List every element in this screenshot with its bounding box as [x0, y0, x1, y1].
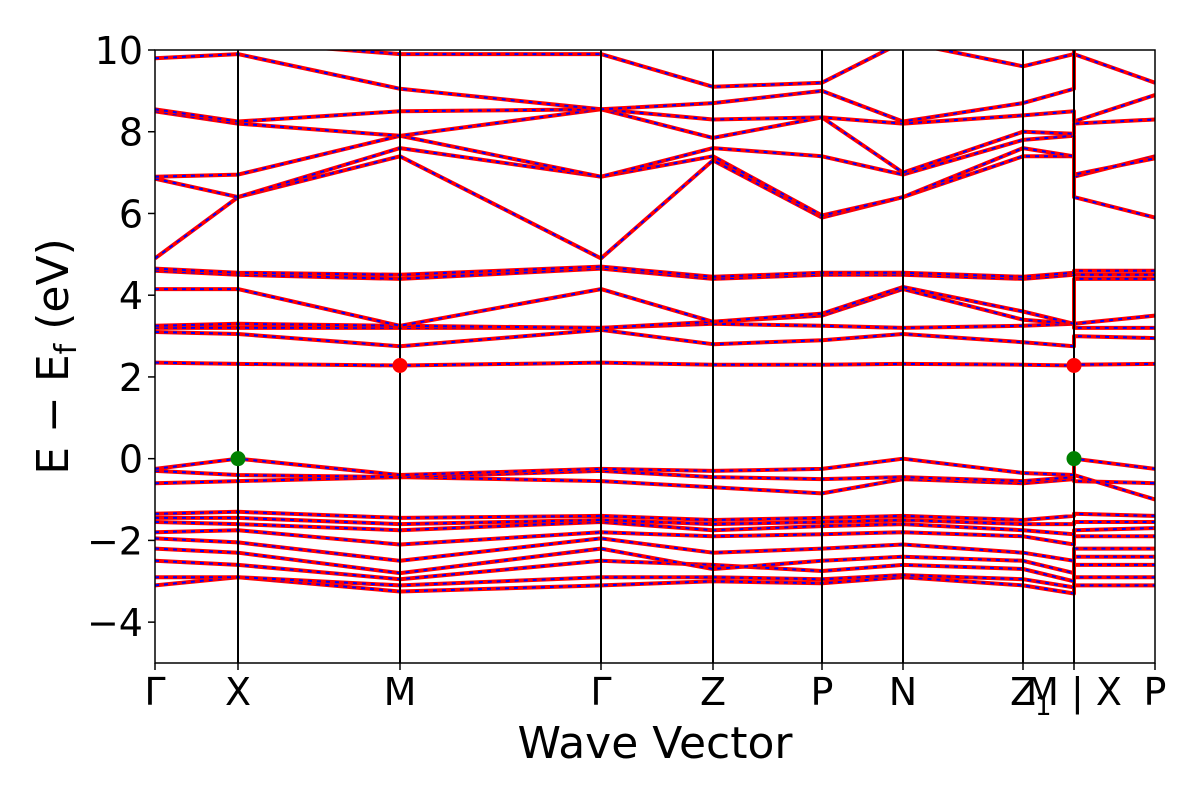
y-tick-label: −4 — [87, 601, 143, 645]
y-axis-label-main: E − E — [28, 354, 79, 474]
band-17-solid — [155, 276, 1155, 328]
band-6-solid — [155, 528, 1155, 547]
band-20-solid — [155, 154, 1155, 261]
x-tick-label: Γ — [144, 670, 165, 714]
x-axis-ticks: Γ X M Γ Z P N ZM | X P1 — [144, 663, 1166, 722]
band-edge-markers — [230, 357, 1082, 467]
band-18-dashed — [155, 267, 1155, 280]
band-13-solid — [155, 360, 1155, 368]
y-tick-label: 6 — [119, 192, 143, 236]
y-axis-label-unit: (eV) — [28, 238, 79, 344]
band-24-dashed — [155, 94, 1155, 125]
y-tick-label: 0 — [119, 438, 143, 482]
y-tick-label: 2 — [119, 356, 143, 400]
x-tick-label: Z — [700, 670, 726, 714]
x-tick-label: Z — [1010, 670, 1036, 714]
band-24-solid — [155, 93, 1155, 126]
x-tick-label: P — [811, 670, 834, 714]
x-tick-label: M — [384, 670, 417, 714]
x-axis-label: Wave Vector — [518, 718, 794, 769]
band-20-dashed — [155, 155, 1155, 260]
y-tick-label: 4 — [119, 274, 143, 318]
y-axis-label: E − Ef (eV) — [28, 238, 84, 475]
x-tick-label: X — [225, 670, 251, 714]
bands-layer — [155, 50, 1155, 596]
x-tick-label: M | X — [1026, 670, 1122, 715]
x-tick-label: P — [1144, 670, 1167, 714]
high-symmetry-lines — [237, 50, 1075, 663]
y-tick-label: −2 — [87, 519, 143, 563]
band-14-solid — [155, 327, 1155, 349]
y-axis-label-sub: f — [49, 342, 84, 354]
x-tick-label: N — [889, 670, 917, 714]
band-edge-marker-3 — [392, 357, 408, 373]
band-edge-marker-4 — [1066, 357, 1082, 373]
band-4-dashed — [155, 547, 1155, 575]
band-edge-marker-1 — [230, 451, 246, 467]
band-26-solid — [319, 50, 1076, 89]
y-tick-label: 8 — [119, 111, 143, 155]
band-edge-marker-2 — [1066, 451, 1082, 467]
y-tick-label: 10 — [95, 29, 143, 73]
x-tick-label: Γ — [590, 670, 611, 714]
plot-frame — [154, 49, 1156, 664]
y-axis-ticks: −4 −2 0 2 4 6 8 10 — [87, 29, 155, 645]
x-tick-label-subscript: 1 — [1035, 692, 1052, 722]
